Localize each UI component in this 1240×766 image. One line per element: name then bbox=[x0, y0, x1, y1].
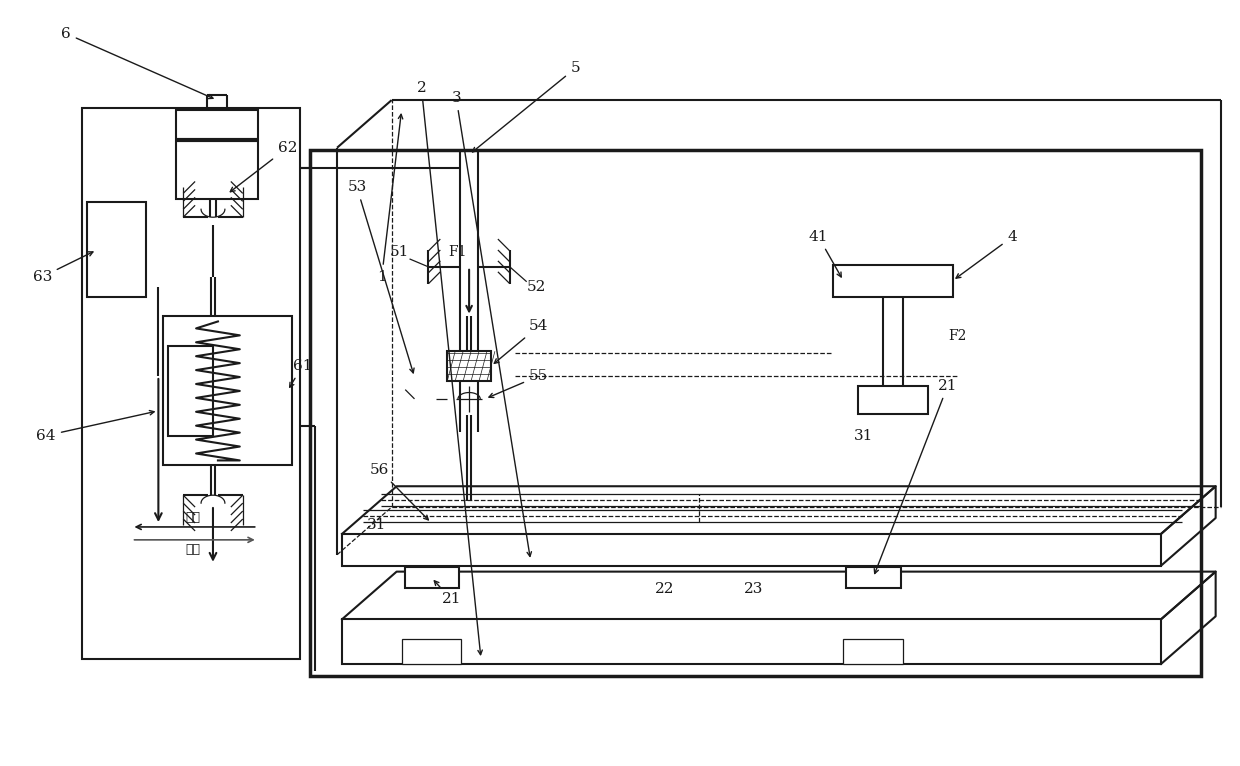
Bar bbox=[82, 108, 300, 659]
Bar bbox=[858, 386, 928, 414]
Bar bbox=[164, 316, 293, 466]
Bar bbox=[402, 639, 461, 664]
Text: 53: 53 bbox=[347, 181, 414, 373]
Text: F2: F2 bbox=[949, 329, 967, 343]
Text: 23: 23 bbox=[744, 582, 764, 597]
Text: 56: 56 bbox=[370, 463, 428, 520]
Bar bbox=[169, 346, 213, 436]
Text: 63: 63 bbox=[32, 252, 93, 283]
Text: 31: 31 bbox=[367, 518, 387, 532]
Bar bbox=[843, 639, 903, 664]
Bar bbox=[310, 149, 1200, 676]
Bar bbox=[404, 567, 459, 588]
Text: 5: 5 bbox=[472, 61, 580, 152]
Bar bbox=[342, 619, 1161, 664]
Text: 31: 31 bbox=[853, 429, 873, 443]
Bar bbox=[342, 534, 1161, 565]
Text: 4: 4 bbox=[956, 230, 1017, 278]
Text: 62: 62 bbox=[231, 141, 298, 192]
Text: 6: 6 bbox=[61, 27, 213, 99]
Text: 信号: 信号 bbox=[186, 510, 201, 523]
Text: 反馈: 反馈 bbox=[186, 543, 201, 556]
Text: 54: 54 bbox=[495, 319, 548, 363]
Bar bbox=[833, 265, 952, 296]
Text: 52: 52 bbox=[527, 280, 547, 293]
Text: 1: 1 bbox=[377, 114, 403, 283]
Bar bbox=[87, 202, 146, 296]
Text: 21: 21 bbox=[434, 581, 461, 607]
Text: 41: 41 bbox=[808, 230, 841, 277]
Bar bbox=[448, 352, 491, 381]
Bar bbox=[847, 567, 901, 588]
Text: 51: 51 bbox=[389, 245, 409, 259]
Text: 64: 64 bbox=[36, 411, 154, 443]
Text: 22: 22 bbox=[655, 582, 675, 597]
Text: 61: 61 bbox=[290, 359, 312, 388]
Bar bbox=[176, 110, 258, 199]
Text: 55: 55 bbox=[489, 369, 548, 398]
Text: F1: F1 bbox=[448, 245, 466, 259]
Text: 21: 21 bbox=[874, 379, 957, 574]
Text: 3: 3 bbox=[451, 91, 532, 556]
Text: 2: 2 bbox=[417, 81, 482, 655]
